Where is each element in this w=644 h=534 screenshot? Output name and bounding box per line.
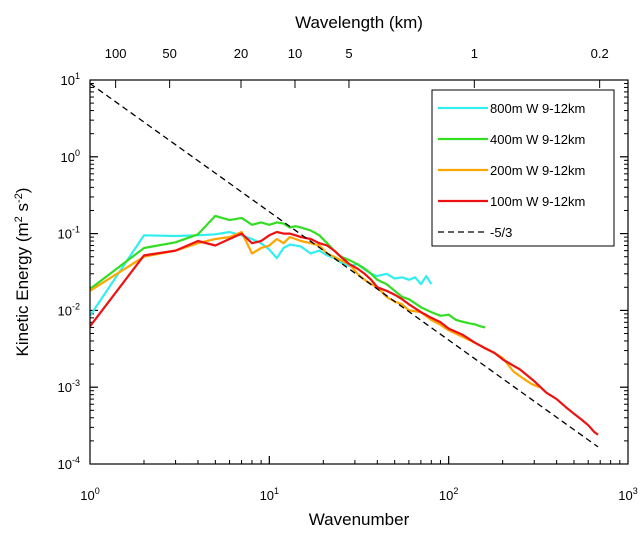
y-tick-label-base: 10 — [61, 73, 75, 88]
y-tick-label-base: 10 — [58, 303, 72, 318]
y-tick-label-base: 10 — [58, 380, 72, 395]
top-axis-title: Wavelength (km) — [295, 13, 423, 32]
series-layer — [90, 82, 599, 448]
top-tick-label: 100 — [105, 46, 127, 61]
series-line-0 — [90, 230, 433, 317]
y-tick-label-base: 10 — [58, 457, 72, 472]
y-tick-label-exp: -2 — [72, 301, 80, 311]
y-tick-label: 10-1 — [58, 225, 80, 242]
y-tick-label: 10-2 — [58, 301, 80, 318]
series-line-4 — [90, 82, 599, 448]
y-tick-label-base: 10 — [61, 150, 75, 165]
y-tick-label: 10-4 — [58, 455, 80, 472]
legend-box — [431, 89, 615, 247]
x-tick-label: 101 — [260, 486, 279, 503]
top-tick-label: 50 — [162, 46, 176, 61]
x-tick-label: 100 — [80, 486, 99, 503]
y-axis-title-main: Kinetic Energy (m — [13, 222, 32, 356]
y-tick-label: 100 — [61, 148, 80, 165]
top-tick-label: 10 — [288, 46, 302, 61]
top-tick-label: 5 — [345, 46, 352, 61]
x-tick-label-base: 10 — [260, 488, 274, 503]
legend-label: 400m W 9-12km — [490, 132, 585, 147]
x-axis-title: Wavenumber — [309, 510, 410, 529]
legend-label: -5/3 — [490, 225, 512, 240]
legend: 800m W 9-12km 400m W 9-12km 200m W 9-12km 1… — [431, 89, 615, 247]
legend-label: 100m W 9-12km — [490, 194, 585, 209]
x-tick-label-exp: 1 — [274, 486, 279, 496]
top-tick-label: 1 — [471, 46, 478, 61]
x-tick-label-base: 10 — [80, 488, 94, 503]
top-tick-label: 20 — [234, 46, 248, 61]
y-tick-label-base: 10 — [58, 227, 72, 242]
x-tick-label-exp: 2 — [453, 486, 458, 496]
y-tick-label-exp: 0 — [75, 148, 80, 158]
plot-frame — [89, 79, 629, 465]
y-tick-label-exp: 1 — [75, 71, 80, 81]
x-tick-label: 103 — [618, 486, 637, 503]
y-tick-label-exp: -4 — [72, 455, 80, 465]
legend-label: 200m W 9-12km — [490, 163, 585, 178]
x-tick-label-exp: 3 — [633, 486, 638, 496]
x-tick-label-base: 10 — [618, 488, 632, 503]
y-axis-title-mid: s — [13, 203, 32, 216]
x-tick-label-exp: 0 — [95, 486, 100, 496]
series-line-3 — [90, 230, 599, 436]
y-axis-title-sup1: 2 — [13, 216, 25, 222]
x-tick-label: 102 — [439, 486, 458, 503]
x-tick-label-base: 10 — [439, 488, 453, 503]
y-axis-title-sup2: -2 — [13, 193, 25, 203]
y-axis-title-end: ) — [13, 188, 32, 194]
y-tick-label: 101 — [61, 71, 80, 88]
y-tick-label-exp: -1 — [72, 225, 80, 235]
y-tick-label: 10-3 — [58, 378, 80, 395]
y-tick-label-exp: -3 — [72, 378, 80, 388]
legend-label: 800m W 9-12km — [490, 101, 585, 116]
top-tick-label: 0.2 — [591, 46, 609, 61]
y-axis-title: Kinetic Energy (m2 s-2) — [13, 188, 32, 357]
